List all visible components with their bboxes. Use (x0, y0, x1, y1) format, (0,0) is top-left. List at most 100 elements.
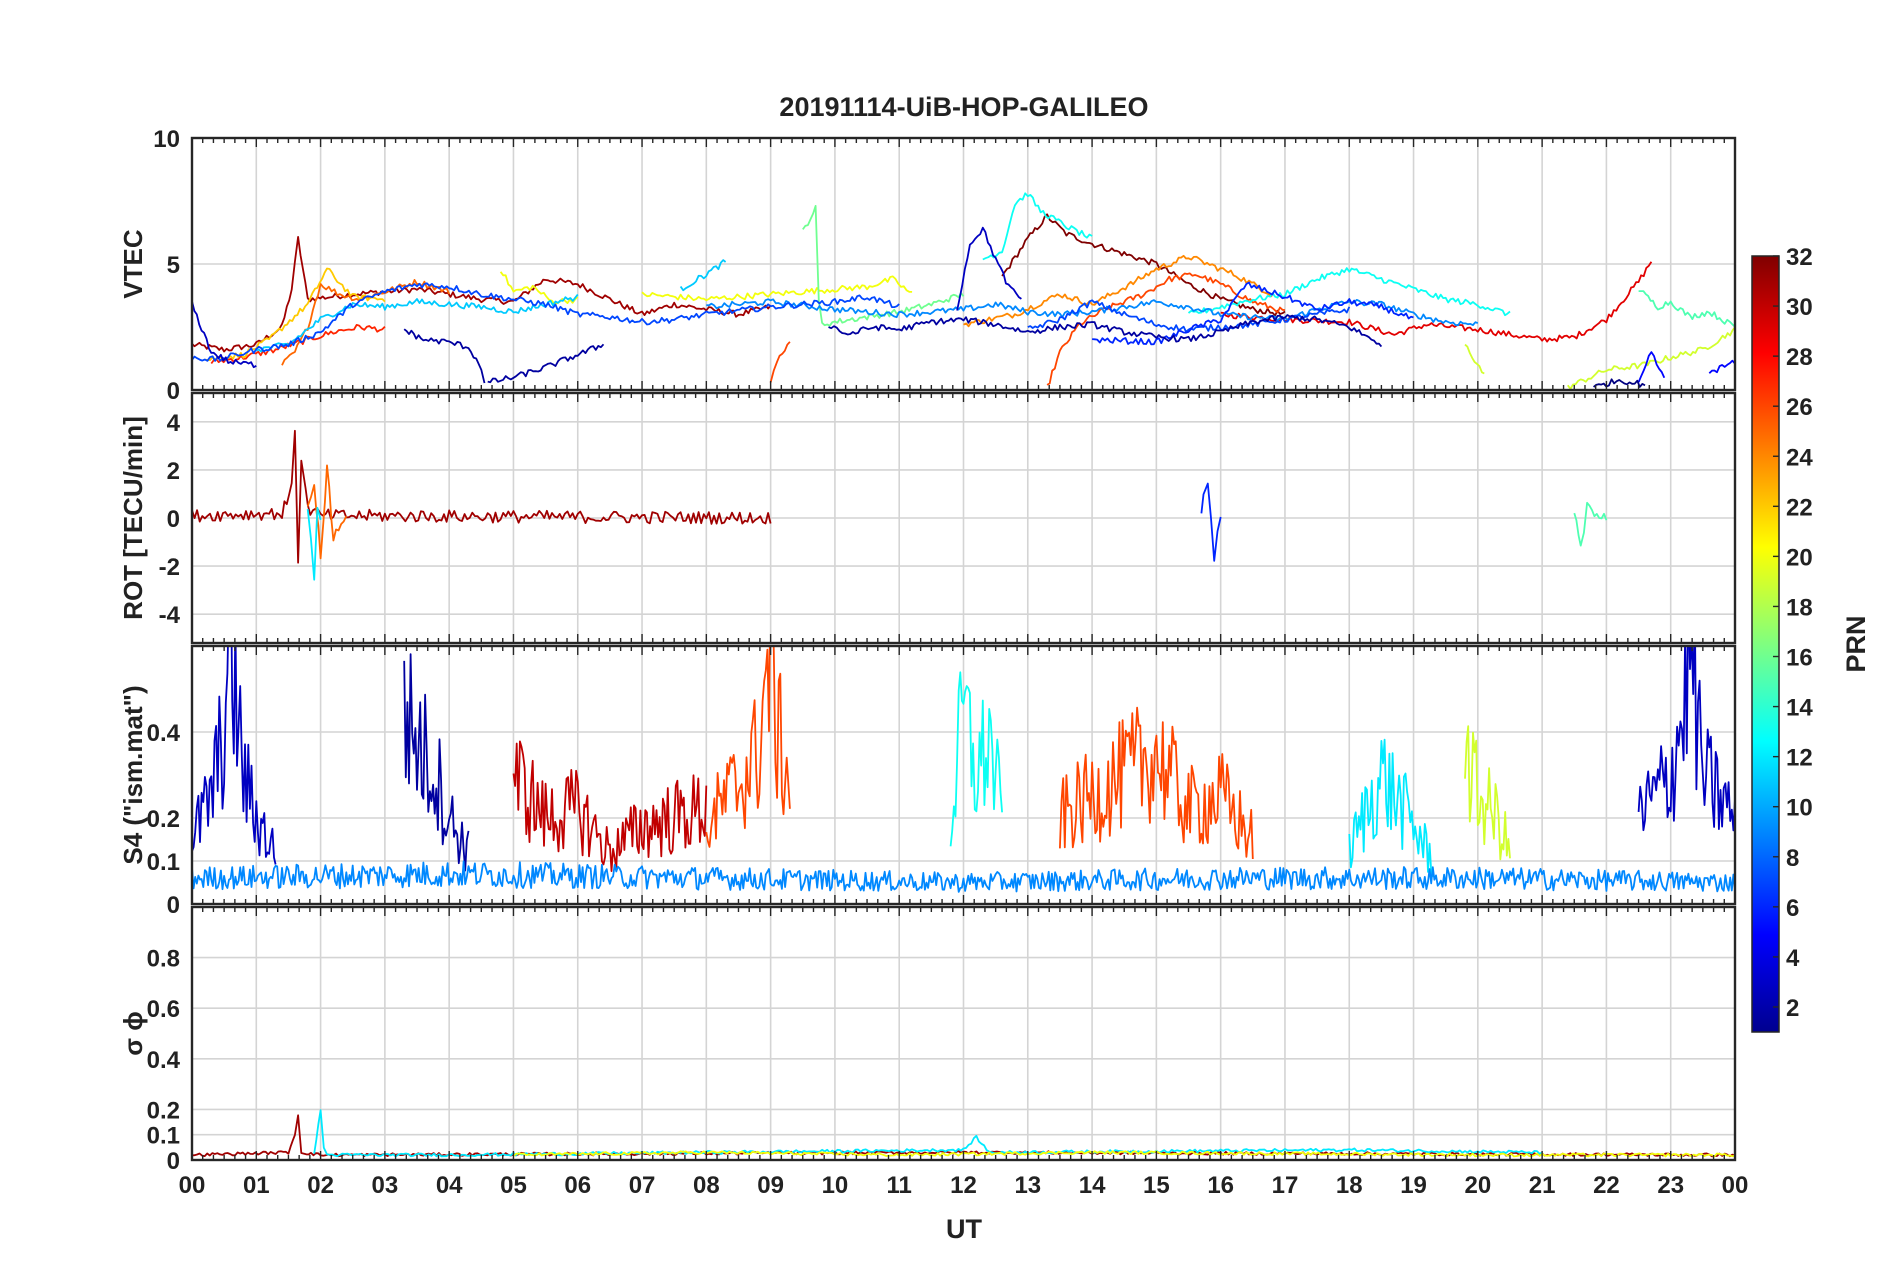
x-axis-label: UT (946, 1214, 982, 1244)
x-tick-label: 04 (436, 1172, 463, 1199)
traces (192, 192, 1735, 390)
x-tick-label: 18 (1336, 1172, 1363, 1199)
series-prn-15 (1573, 501, 1608, 547)
series-prn-13 (949, 671, 1003, 847)
y-tick-label: 2 (167, 458, 180, 485)
y-axis-label-vtec: VTEC (118, 229, 148, 299)
y-tick-label: 0 (167, 1148, 180, 1175)
colorbar-tick-label: 14 (1786, 695, 1813, 722)
series-prn-25 (306, 464, 348, 560)
series-prn-2 (403, 653, 470, 872)
series-prn-3 (1637, 646, 1735, 832)
y-tick-label: 0.4 (147, 1047, 181, 1074)
series-prn-27 (210, 324, 386, 365)
x-tick-label: 01 (243, 1172, 270, 1199)
series-prn-6 (1092, 281, 1414, 346)
series-prn-19 (1567, 326, 1735, 390)
series-prn-2 (403, 328, 486, 384)
series-prn-30 (512, 740, 708, 872)
series-prn-2 (487, 343, 605, 384)
series-prn-26 (705, 646, 791, 848)
series-prn-20 (499, 271, 579, 306)
series-prn-19 (1464, 725, 1511, 861)
x-tick-label: 13 (1014, 1172, 1041, 1199)
series-prn-3 (192, 646, 277, 865)
colorbar-tick-label: 4 (1786, 945, 1800, 972)
x-tick-label: 05 (500, 1172, 527, 1199)
colorbar-tick-label: 2 (1786, 995, 1799, 1022)
y-axis-label-sigma_phi: σ ϕ (118, 1011, 148, 1056)
series-prn-31 (192, 236, 772, 353)
colorbar-tick-label: 30 (1786, 294, 1813, 321)
colorbar-tick-label: 20 (1786, 544, 1813, 571)
series-prn-24 (963, 254, 1273, 328)
series-prn-26 (1046, 272, 1286, 386)
y-tick-label: 10 (153, 126, 180, 153)
y-tick-label: 0.1 (147, 1123, 180, 1150)
colorbar-label: PRN (1841, 615, 1871, 672)
x-tick-label: 09 (757, 1172, 784, 1199)
x-tick-label: 23 (1657, 1172, 1684, 1199)
series-prn-3 (956, 226, 1022, 311)
x-tick-label: 11 (887, 1172, 912, 1199)
series-prn-12 (1348, 738, 1434, 878)
panel-vtec: 0 5 10 VTEC (118, 126, 1737, 405)
series-prn-29 (1220, 261, 1653, 343)
series-prn-7 (192, 282, 900, 362)
y-axis-label-s4: S4 ("ism.mat") (118, 685, 148, 864)
x-tick-label: 16 (1207, 1172, 1234, 1199)
series-prn-15 (1638, 290, 1735, 328)
x-tick-label: 22 (1593, 1172, 1620, 1199)
x-tick-label: 08 (693, 1172, 720, 1199)
x-tick-label: 03 (372, 1172, 399, 1199)
y-tick-label: -2 (159, 554, 180, 581)
x-tick-label: 19 (1400, 1172, 1427, 1199)
x-tick-label: 02 (307, 1172, 334, 1199)
y-tick-label: 0 (167, 892, 180, 919)
series-prn-20 (641, 275, 913, 302)
colorbar-tick-label: 18 (1786, 594, 1813, 621)
y-tick-label: 0.1 (147, 849, 180, 876)
series-prn-2 (828, 314, 1383, 348)
x-tick-label: 06 (564, 1172, 591, 1199)
x-tick-label: 17 (1272, 1172, 1299, 1199)
y-tick-label: 0 (167, 506, 180, 533)
colorbar-tick-label: 16 (1786, 645, 1813, 672)
series-prn-19 (1464, 343, 1485, 375)
series-prn-3 (192, 301, 257, 369)
series-prn-1 (1593, 378, 1646, 388)
x-tick-label: 21 (1529, 1172, 1556, 1199)
x-tick-label: 00 (1722, 1172, 1749, 1199)
y-tick-label: 4 (167, 410, 181, 437)
series-prn-11 (255, 293, 579, 353)
x-tick-label: 15 (1143, 1172, 1170, 1199)
x-tick-label: 00 (179, 1172, 206, 1199)
series-prn-6 (1200, 482, 1222, 562)
x-axis-ticks: 00 01 02 03 04 05 06 07 08 09 10 11 12 13 14 15 16 17 18 19… (179, 1172, 1749, 1199)
chart-title: 20191114-UiB-HOP-GALILEO (779, 92, 1148, 122)
y-tick-label: 0.2 (147, 1097, 180, 1124)
series-prn-9 (192, 860, 1735, 893)
x-tick-label: 12 (950, 1172, 977, 1199)
panel-rot: -4 -2 0 2 4 ROT [TECU/min] (118, 391, 1737, 645)
colorbar-tick-label: 24 (1786, 444, 1813, 471)
x-tick-label: 14 (1079, 1172, 1106, 1199)
series-prn-12 (306, 506, 322, 581)
colorbar-tick-label: 10 (1786, 795, 1813, 822)
colorbar-tick-label: 6 (1786, 895, 1799, 922)
series-prn-26 (1059, 706, 1254, 860)
x-tick-label: 20 (1464, 1172, 1491, 1199)
x-tick-label: 07 (629, 1172, 656, 1199)
traces (192, 429, 1608, 581)
y-tick-label: 0.6 (147, 996, 180, 1023)
series-prn-7 (1027, 299, 1351, 333)
colorbar-tick-label: 12 (1786, 745, 1813, 772)
y-tick-label: 0.8 (147, 946, 180, 973)
y-tick-label: 0.4 (147, 720, 181, 747)
series-prn-5 (1708, 359, 1735, 374)
colorbar-tick-label: 26 (1786, 394, 1813, 421)
colorbar-tick-label: 8 (1786, 845, 1799, 872)
